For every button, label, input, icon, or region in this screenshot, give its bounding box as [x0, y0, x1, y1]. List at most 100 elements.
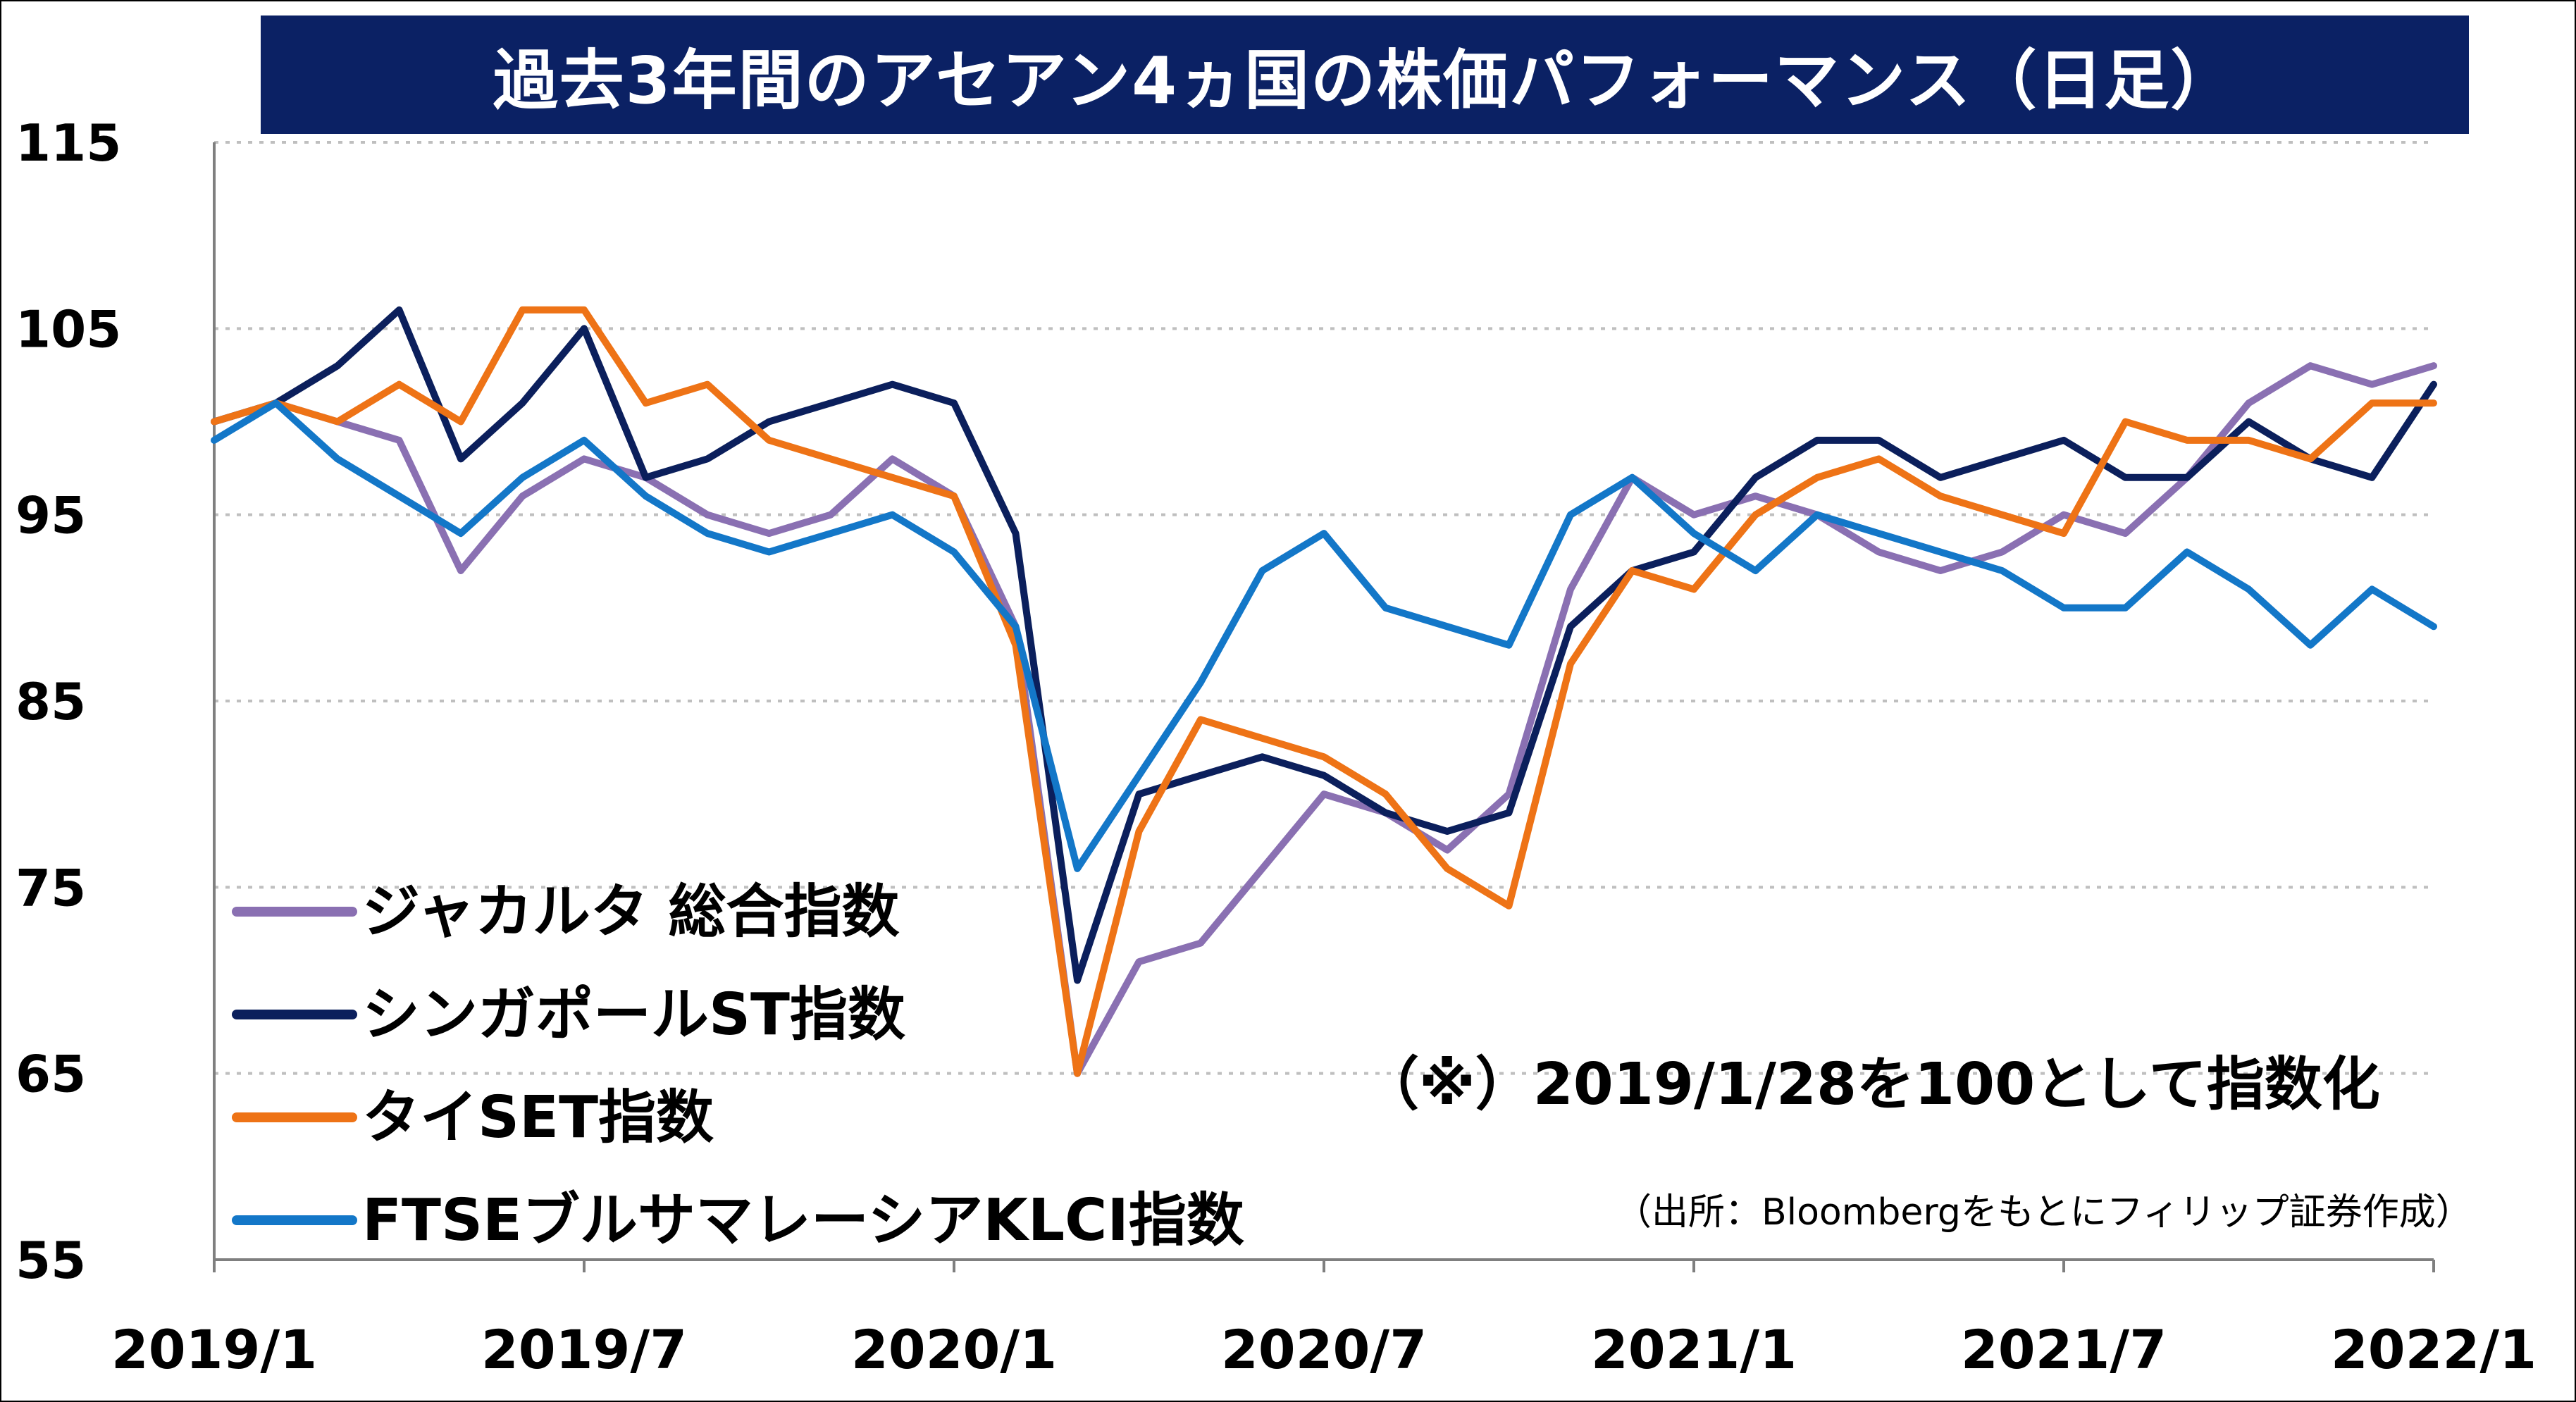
data-point-malaysia [890, 512, 895, 517]
data-point-malaysia [2246, 587, 2251, 592]
data-point-jakarta [1692, 512, 1696, 517]
y-tick-label: 55 [16, 1231, 86, 1290]
data-point-malaysia [1815, 512, 1819, 517]
data-point-malaysia [2370, 587, 2374, 592]
data-point-thai [2308, 457, 2312, 461]
data-point-thai [459, 419, 463, 424]
data-point-malaysia [1876, 531, 1881, 536]
x-tick-label: 2019/1 [111, 1318, 317, 1381]
data-point-thai [2123, 419, 2128, 424]
data-point-thai [1692, 587, 1696, 592]
data-point-singapore [2185, 475, 2189, 480]
data-point-thai [397, 382, 402, 387]
data-point-singapore [1260, 755, 1265, 759]
data-point-singapore [1383, 810, 1388, 815]
data-point-malaysia [2185, 550, 2189, 554]
x-tick-label: 2020/7 [1221, 1318, 1427, 1381]
chart-title: 過去3年間のアセアン4ヵ国の株価パフォーマンス（日足） [493, 42, 2237, 118]
data-point-malaysia [1013, 624, 1018, 629]
data-point-malaysia [2123, 605, 2128, 610]
data-point-jakarta [1876, 550, 1881, 554]
data-point-singapore [1815, 438, 1819, 442]
data-point-malaysia [1383, 605, 1388, 610]
data-point-singapore [643, 475, 648, 480]
data-point-malaysia [459, 531, 463, 536]
data-point-malaysia [1630, 475, 1635, 480]
data-point-jakarta [767, 531, 772, 536]
axes: 115 105 95 85 75 65 55 2019/1 2019/7 2020/1 2020/7… [16, 113, 2537, 1381]
data-point-jakarta [1753, 494, 1758, 499]
data-point-malaysia [1506, 643, 1511, 647]
data-point-jakarta [2123, 531, 2128, 536]
data-point-malaysia [273, 401, 278, 406]
data-point-jakarta [890, 457, 895, 461]
data-point-singapore [2123, 475, 2128, 480]
data-point-thai [1322, 755, 1326, 759]
x-tick-label: 2021/7 [1961, 1318, 2167, 1381]
data-point-thai [829, 457, 833, 461]
data-point-malaysia [1568, 512, 1573, 517]
data-point-singapore [1938, 475, 1943, 480]
data-point-thai [1199, 717, 1203, 722]
data-point-jakarta [520, 494, 525, 499]
data-point-malaysia [2000, 568, 2005, 573]
data-point-malaysia [1199, 680, 1203, 685]
data-point-malaysia [829, 531, 833, 536]
data-point-malaysia [2432, 624, 2436, 629]
data-point-thai [2370, 401, 2374, 406]
data-point-jakarta [1260, 866, 1265, 871]
y-tick-label: 95 [16, 486, 86, 545]
data-point-thai [2246, 438, 2251, 442]
data-point-malaysia [767, 550, 772, 554]
y-tick-label: 65 [16, 1045, 86, 1104]
data-point-singapore [1876, 438, 1881, 442]
data-point-thai [705, 382, 710, 387]
data-point-thai [1630, 568, 1635, 573]
legend-label-thai: タイSET指数 [362, 1084, 714, 1151]
legend-label-singapore: シンガポールST指数 [362, 981, 905, 1048]
data-point-thai [212, 419, 216, 424]
data-point-jakarta [2308, 364, 2312, 368]
data-point-singapore [335, 364, 340, 368]
data-point-jakarta [2432, 364, 2436, 368]
data-point-malaysia [1753, 568, 1758, 573]
data-point-jakarta [1506, 792, 1511, 797]
y-tick-label: 85 [16, 672, 86, 731]
data-point-malaysia [705, 531, 710, 536]
data-point-jakarta [2246, 401, 2251, 406]
data-point-jakarta [1938, 568, 1943, 573]
data-point-singapore [2246, 419, 2251, 424]
data-point-malaysia [643, 494, 648, 499]
data-point-thai [1445, 866, 1449, 871]
data-point-thai [335, 419, 340, 424]
data-point-thai [582, 307, 586, 312]
data-point-malaysia [212, 438, 216, 442]
data-point-singapore [890, 382, 895, 387]
data-point-singapore [1199, 773, 1203, 778]
index-base-note: （※）2019/1/28を100として指数化 [1361, 1051, 2380, 1118]
data-point-singapore [1753, 475, 1758, 480]
x-tick-label: 2020/1 [851, 1318, 1057, 1381]
y-tick-label: 75 [16, 858, 86, 917]
data-point-singapore [1137, 792, 1141, 797]
data-point-thai [2432, 401, 2436, 406]
data-point-jakarta [582, 457, 586, 461]
data-point-jakarta [2370, 382, 2374, 387]
series-line-thai [211, 306, 2437, 1077]
data-point-malaysia [520, 475, 525, 480]
data-point-jakarta [705, 512, 710, 517]
x-tick-label: 2021/1 [1591, 1318, 1797, 1381]
data-point-jakarta [1199, 941, 1203, 945]
data-point-malaysia [1137, 773, 1141, 778]
data-point-thai [1506, 903, 1511, 908]
data-point-singapore [1445, 829, 1449, 834]
data-point-malaysia [952, 550, 956, 554]
data-point-thai [952, 494, 956, 499]
data-point-jakarta [2000, 550, 2005, 554]
data-point-jakarta [1137, 960, 1141, 964]
data-point-singapore [2000, 457, 2005, 461]
data-point-singapore [1322, 773, 1326, 778]
chart-title-bar: 過去3年間のアセアン4ヵ国の株価パフォーマンス（日足） [261, 15, 2469, 134]
